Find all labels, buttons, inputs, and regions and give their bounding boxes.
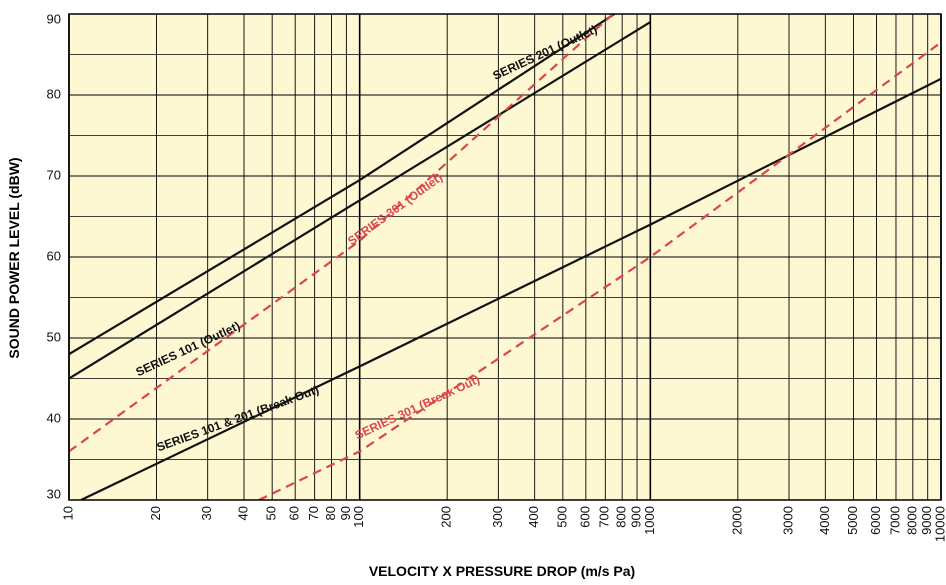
x-tick-label: 90 — [338, 506, 353, 520]
x-tick-label: 2000 — [729, 506, 744, 535]
x-tick-label: 30 — [199, 506, 214, 520]
x-tick-label: 40 — [235, 506, 250, 520]
x-tick-label: 4000 — [817, 506, 832, 535]
x-tick-label: 200 — [439, 506, 454, 528]
x-tick-label: 10 — [60, 506, 75, 520]
x-tick-label: 700 — [597, 506, 612, 528]
x-tick-label: 8000 — [904, 506, 919, 535]
x-tick-label: 900 — [628, 506, 643, 528]
series-line — [69, 14, 617, 356]
y-tick-label: 40 — [47, 410, 61, 425]
y-axis-title: SOUND POWER LEVEL (dBW) — [6, 157, 22, 358]
series-line — [69, 21, 651, 380]
x-tick-label: 500 — [554, 506, 569, 528]
x-tick-label: 7000 — [887, 506, 902, 535]
x-tick-label: 100 — [351, 506, 366, 528]
series-lines — [69, 14, 941, 500]
x-tick-label: 10000 — [932, 506, 946, 542]
y-tick-label: 90 — [47, 11, 61, 26]
x-tick-label: 50 — [264, 506, 279, 520]
x-tick-label: 9000 — [919, 506, 934, 535]
y-tick-label: 50 — [47, 329, 61, 344]
x-tick-label: 70 — [306, 506, 321, 520]
x-tick-label: 300 — [490, 506, 505, 528]
y-tick-label: 60 — [47, 248, 61, 263]
x-axis-title: VELOCITY X PRESSURE DROP (m/s Pa) — [369, 563, 635, 579]
series-line — [258, 41, 941, 500]
y-tick-label: 30 — [47, 486, 61, 501]
x-tick-label: 5000 — [845, 506, 860, 535]
series-line — [69, 14, 615, 453]
series-line — [80, 77, 941, 500]
x-tick-label: 20 — [148, 506, 163, 520]
plot-border — [68, 13, 942, 501]
y-tick-label: 80 — [47, 86, 61, 101]
y-tick-label: 70 — [47, 167, 61, 182]
x-tick-label: 600 — [577, 506, 592, 528]
x-tick-label: 800 — [614, 506, 629, 528]
x-tick-label: 1000 — [642, 506, 657, 535]
x-tick-label: 60 — [287, 506, 302, 520]
x-tick-label: 80 — [323, 506, 338, 520]
x-tick-label: 400 — [526, 506, 541, 528]
x-tick-label: 3000 — [780, 506, 795, 535]
y-tick-labels: 30 40 50 60 70 80 90 — [47, 11, 61, 501]
x-tick-label: 6000 — [868, 506, 883, 535]
